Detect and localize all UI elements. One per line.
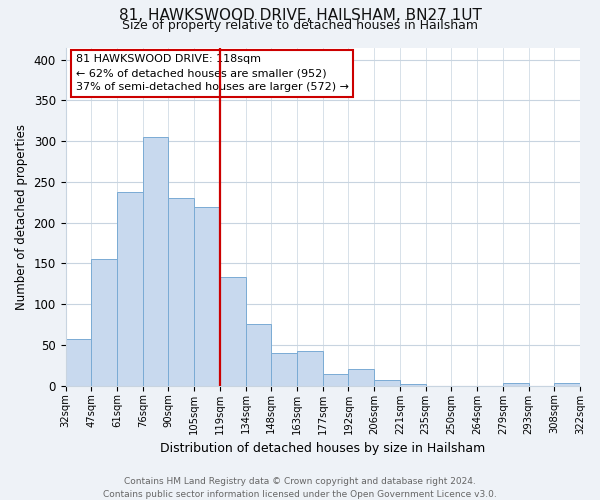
Bar: [65, 339, 91, 386]
Y-axis label: Number of detached properties: Number of detached properties: [15, 124, 28, 310]
Bar: [194, 207, 220, 386]
X-axis label: Distribution of detached houses by size in Hailsham: Distribution of detached houses by size …: [160, 442, 485, 455]
Bar: [349, 370, 374, 386]
Bar: [271, 353, 297, 386]
Bar: [554, 383, 580, 386]
Bar: [169, 198, 194, 386]
Bar: [297, 352, 323, 386]
Bar: [91, 260, 117, 386]
Bar: [323, 374, 349, 386]
Bar: [143, 137, 169, 386]
Text: 81, HAWKSWOOD DRIVE, HAILSHAM, BN27 1UT: 81, HAWKSWOOD DRIVE, HAILSHAM, BN27 1UT: [119, 8, 481, 22]
Bar: [374, 380, 400, 386]
Text: Contains HM Land Registry data © Crown copyright and database right 2024.
Contai: Contains HM Land Registry data © Crown c…: [103, 478, 497, 499]
Bar: [220, 278, 245, 386]
Text: Size of property relative to detached houses in Hailsham: Size of property relative to detached ho…: [122, 18, 478, 32]
Bar: [245, 324, 271, 386]
Bar: [503, 383, 529, 386]
Bar: [117, 192, 143, 386]
Text: 81 HAWKSWOOD DRIVE: 118sqm
← 62% of detached houses are smaller (952)
37% of sem: 81 HAWKSWOOD DRIVE: 118sqm ← 62% of deta…: [76, 54, 349, 92]
Bar: [400, 384, 425, 386]
